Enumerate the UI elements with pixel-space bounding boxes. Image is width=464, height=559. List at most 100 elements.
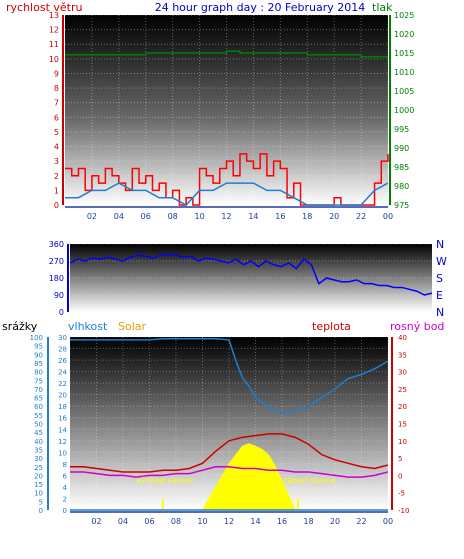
humidity-line bbox=[70, 337, 389, 414]
pressure-axis-title: tlak bbox=[372, 1, 393, 14]
pressure-tick-label: 990 bbox=[394, 144, 409, 153]
wind-tick-label: 9 bbox=[54, 69, 59, 78]
rain-tick-label: 45 bbox=[34, 429, 43, 437]
temperature-tick-label: 5 bbox=[398, 455, 402, 463]
x-tick-label: 14 bbox=[248, 212, 258, 221]
direction-tick-label: 90 bbox=[54, 291, 64, 300]
humidity-tick-label: 28 bbox=[58, 346, 67, 354]
wind-tick-label: 3 bbox=[54, 157, 59, 166]
humidity-tick-label: 24 bbox=[58, 369, 67, 377]
x-tick-label: 22 bbox=[356, 212, 366, 221]
wind-tick-label: 10 bbox=[49, 55, 59, 64]
x-tick-label: 08 bbox=[168, 212, 178, 221]
rain-tick-label: 50 bbox=[34, 421, 43, 429]
humidity-tick-label: 0 bbox=[63, 507, 67, 515]
sunset-label: západ slunce bbox=[283, 476, 336, 485]
rain-tick-label: 80 bbox=[34, 369, 43, 377]
rain-tick-label: 20 bbox=[34, 472, 43, 480]
humidity-tick-label: 12 bbox=[58, 438, 67, 446]
humidity-tick-label: 16 bbox=[58, 415, 67, 423]
x-tick-label: 02 bbox=[87, 212, 97, 221]
humidity-tick-label: 2 bbox=[63, 495, 67, 503]
wind-tick-label: 6 bbox=[54, 113, 59, 122]
pressure-tick-label: 1005 bbox=[394, 87, 414, 96]
rain-tick-label: 15 bbox=[34, 481, 43, 489]
compass-label: W bbox=[436, 255, 447, 268]
wind-tick-label: 2 bbox=[54, 172, 59, 181]
panel3-axes: 0246810121416182022242628300510152025303… bbox=[30, 334, 410, 515]
x-tick-label: 14 bbox=[250, 517, 260, 526]
panel1-plot-area bbox=[65, 15, 388, 205]
solar-area bbox=[201, 443, 297, 511]
wind-tick-label: 1 bbox=[54, 186, 59, 195]
rain-tick-label: 60 bbox=[34, 403, 43, 411]
pressure-axis: 975 980 985 990 995 1000 1005 1010 1015 1020 1025 bbox=[389, 11, 414, 210]
temperature-tick-label: 10 bbox=[398, 438, 407, 446]
humidity-tick-label: 26 bbox=[58, 357, 67, 365]
pressure-tick-label: 975 bbox=[394, 201, 409, 210]
rain-tick-label: 85 bbox=[34, 360, 43, 368]
panel1-x-axis: 02 04 06 08 10 12 14 16 18 20 22 00 bbox=[65, 206, 393, 221]
x-tick-label: 04 bbox=[118, 517, 128, 526]
x-tick-label: 16 bbox=[277, 517, 287, 526]
compass-label: E bbox=[436, 289, 443, 302]
x-tick-label: 16 bbox=[275, 212, 285, 221]
solar-legend-label: Solar bbox=[118, 320, 147, 333]
temperature-tick-label: 0 bbox=[398, 472, 402, 480]
x-tick-label: 00 bbox=[383, 517, 393, 526]
humidity-tick-label: 18 bbox=[58, 403, 67, 411]
rain-tick-label: 10 bbox=[34, 490, 43, 498]
direction-tick-label: 360 bbox=[49, 240, 64, 249]
wind-direction-line bbox=[69, 253, 433, 296]
panel3-x-axis: 02 04 06 08 10 12 14 16 18 20 22 00 bbox=[70, 511, 393, 526]
rain-tick-label: 100 bbox=[30, 334, 43, 342]
wind-tick-label: 12 bbox=[49, 26, 59, 35]
wind-tick-label: 11 bbox=[49, 40, 59, 49]
wind-tick-label: 4 bbox=[54, 143, 59, 152]
wind-tick-label: 0 bbox=[54, 201, 59, 210]
temperature-tick-label: 15 bbox=[398, 421, 407, 429]
x-tick-label: 08 bbox=[171, 517, 181, 526]
panel1-series bbox=[65, 50, 389, 206]
humidity-axis-title: vlhkost bbox=[68, 320, 108, 333]
rain-axis-title: srážky bbox=[2, 320, 38, 333]
rain-tick-label: 70 bbox=[34, 386, 43, 394]
rain-tick-label: 35 bbox=[34, 446, 43, 454]
x-tick-label: 06 bbox=[141, 212, 151, 221]
rain-tick-label: 55 bbox=[34, 412, 43, 420]
rain-tick-label: 95 bbox=[34, 343, 43, 351]
dewpoint-line bbox=[70, 466, 389, 478]
temperature-tick-label: 30 bbox=[398, 369, 407, 377]
temperature-line bbox=[70, 433, 389, 473]
rain-tick-label: 40 bbox=[34, 438, 43, 446]
x-tick-label: 00 bbox=[383, 212, 393, 221]
wind-axis-title: rychlost větru bbox=[6, 1, 82, 14]
compass-label: N bbox=[436, 306, 444, 319]
x-tick-label: 06 bbox=[144, 517, 154, 526]
rain-tick-label: 25 bbox=[34, 464, 43, 472]
rain-tick-label: 65 bbox=[34, 395, 43, 403]
rain-tick-label: 30 bbox=[34, 455, 43, 463]
wind-gust-line bbox=[65, 182, 389, 206]
x-tick-label: 18 bbox=[303, 517, 313, 526]
pressure-tick-label: 995 bbox=[394, 125, 409, 134]
pressure-tick-label: 1025 bbox=[394, 11, 414, 20]
humidity-tick-label: 4 bbox=[63, 484, 68, 492]
sunrise-label: východ slunce bbox=[136, 476, 193, 485]
humidity-tick-label: 20 bbox=[58, 392, 67, 400]
rain-tick-label: 0 bbox=[39, 507, 43, 515]
humidity-tick-label: 10 bbox=[58, 449, 67, 457]
temperature-tick-label: 25 bbox=[398, 386, 407, 394]
temperature-tick-label: 20 bbox=[398, 403, 407, 411]
temperature-tick-label: -5 bbox=[398, 490, 405, 498]
wind-tick-label: 8 bbox=[54, 84, 59, 93]
compass-label: S bbox=[436, 272, 443, 285]
pressure-tick-label: 1000 bbox=[394, 106, 414, 115]
panel2-plot-area bbox=[70, 244, 432, 312]
pressure-line bbox=[65, 50, 388, 58]
direction-tick-label: 180 bbox=[49, 274, 64, 283]
x-tick-label: 18 bbox=[302, 212, 312, 221]
